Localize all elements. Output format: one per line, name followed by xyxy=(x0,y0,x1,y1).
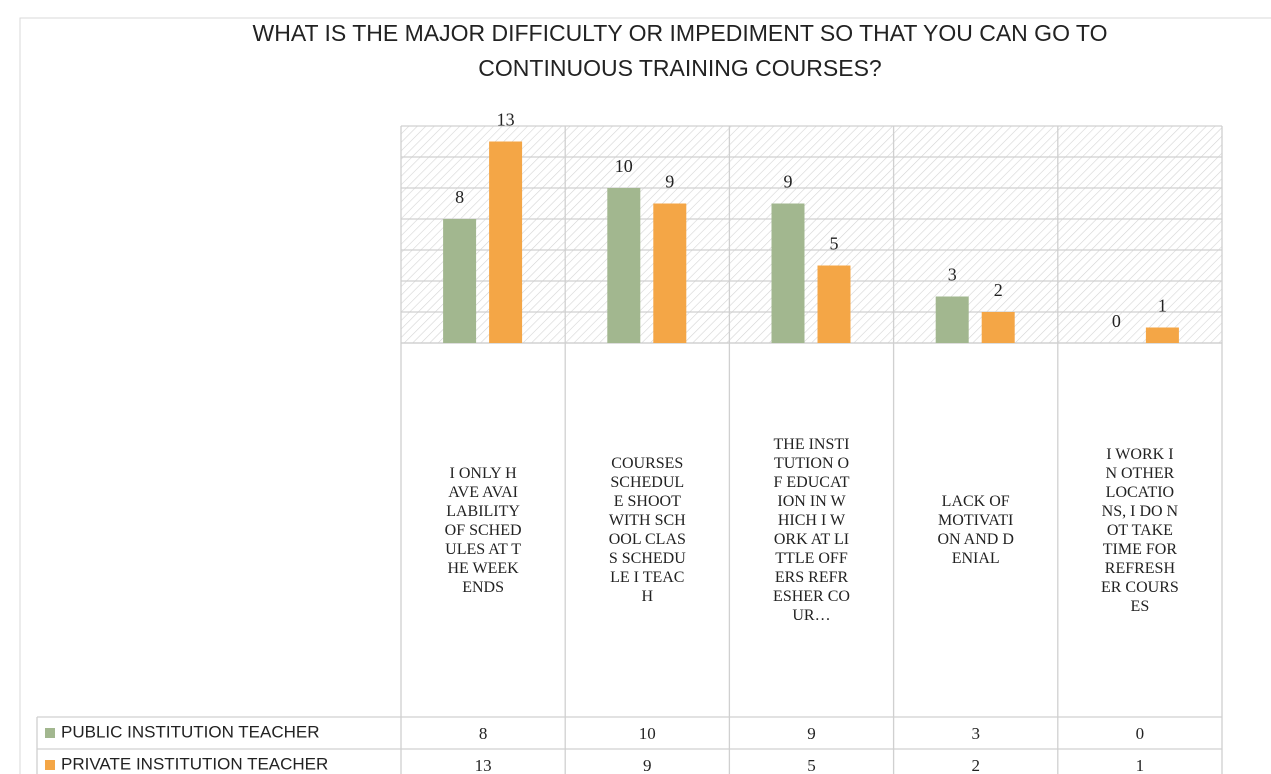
data-label: 10 xyxy=(615,156,633,176)
x-tick-label: COURSES SCHEDULE SHOOT WITH SCHOOL CLASS… xyxy=(608,455,686,605)
legend-key xyxy=(45,728,55,738)
table-value: 10 xyxy=(639,724,656,743)
data-label: 2 xyxy=(994,280,1003,300)
table-value: 1 xyxy=(1136,756,1145,774)
table-value: 0 xyxy=(1136,724,1145,743)
table-value: 2 xyxy=(971,756,980,774)
legend-label: PRIVATE INSTITUTION TEACHER xyxy=(61,754,328,773)
bar xyxy=(443,219,477,343)
x-tick-label: I WORK IN OTHER LOCATIONS, I DO NOT TAKE… xyxy=(1100,445,1179,615)
bar xyxy=(1145,327,1179,343)
x-tick-label: I ONLY HAVE AVAILABILITY OF SCHEDULES AT… xyxy=(444,464,522,596)
data-label: 3 xyxy=(948,265,957,285)
bar xyxy=(981,312,1015,343)
table-value: 3 xyxy=(971,724,980,743)
data-label: 5 xyxy=(830,234,839,254)
plot-area xyxy=(401,126,1222,343)
bar xyxy=(817,265,851,343)
data-label: 1 xyxy=(1158,296,1167,316)
data-label: 9 xyxy=(784,172,793,192)
legend-label: PUBLIC INSTITUTION TEACHER xyxy=(61,722,320,741)
bar xyxy=(607,188,641,343)
data-label: 8 xyxy=(455,187,464,207)
data-label: 13 xyxy=(497,110,515,130)
bar xyxy=(653,203,687,343)
data-label: 9 xyxy=(665,172,674,192)
x-tick-label: LACK OF MOTIVATION AND DENIAL xyxy=(937,493,1014,567)
table-value: 9 xyxy=(807,724,816,743)
data-label: 0 xyxy=(1112,311,1121,331)
chart-title: WHAT IS THE MAJOR DIFFICULTY OR IMPEDIME… xyxy=(252,20,1108,81)
table-value: 9 xyxy=(643,756,652,774)
bar xyxy=(935,296,969,343)
bar xyxy=(771,203,805,343)
table-value: 13 xyxy=(475,756,492,774)
chart-frame xyxy=(19,17,1271,774)
bar xyxy=(489,141,523,343)
table-value: 5 xyxy=(807,756,816,774)
x-tick-label: THE INSTITUTION OF EDUCATION IN WHICH I … xyxy=(773,436,850,624)
legend-key xyxy=(45,760,55,770)
table-value: 8 xyxy=(479,724,488,743)
